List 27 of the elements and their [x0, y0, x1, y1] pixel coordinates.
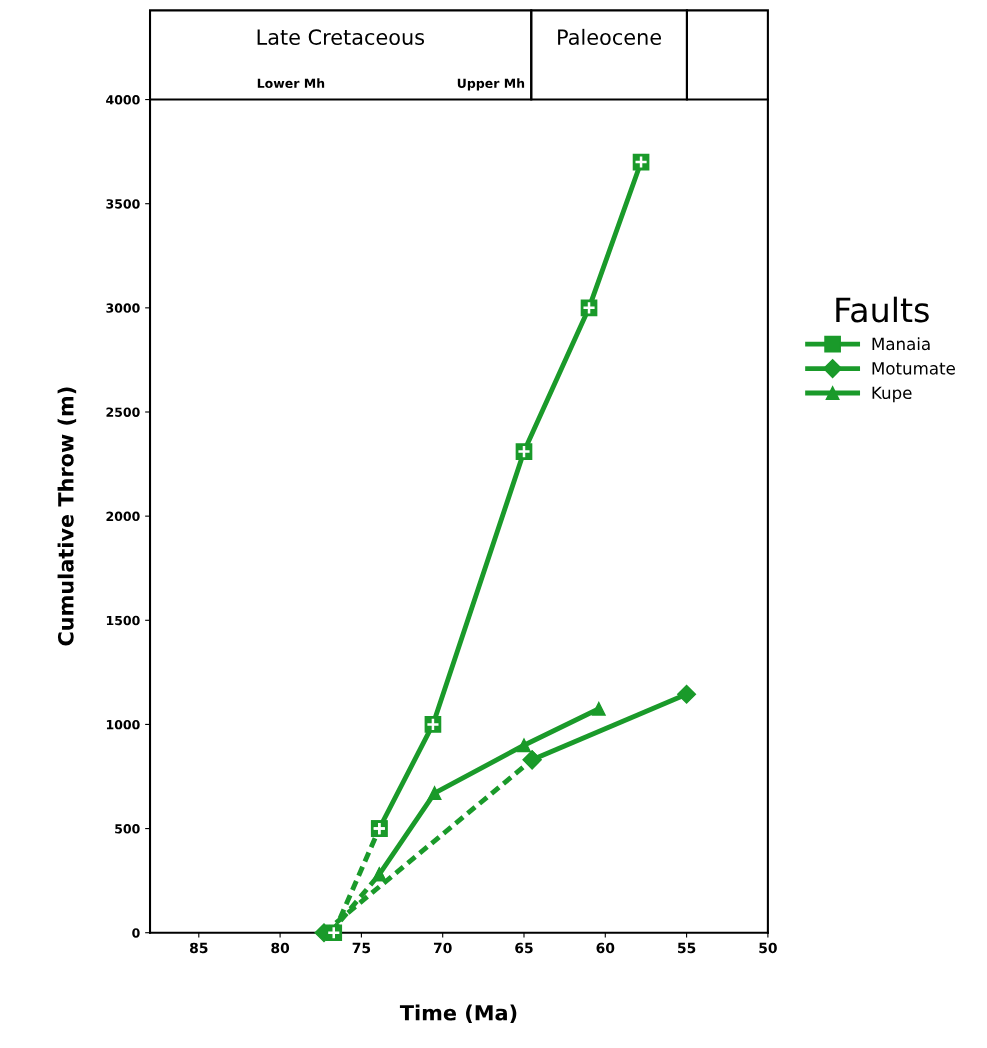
y-tick-label: 0: [132, 928, 140, 938]
legend-label: Motumate: [872, 362, 955, 375]
y-tick-label: 2500: [106, 407, 140, 417]
y-axis-title: Cumulative Throw (m): [57, 387, 77, 646]
x-tick-label: 60: [596, 942, 615, 954]
y-tick-label: 1000: [106, 719, 140, 730]
y-tick-label: 2000: [106, 511, 140, 522]
text: Upper Mh: [457, 78, 525, 91]
y-tick-label: 3500: [106, 199, 140, 209]
legend-title: Faults: [836, 296, 929, 323]
x-tick-label: 85: [189, 942, 208, 954]
y-tick-label: 1500: [106, 615, 140, 626]
x-tick-label: 55: [678, 942, 696, 954]
x-axis-title: Time (Ma): [399, 1004, 517, 1024]
x-tick-label: 50: [759, 942, 777, 954]
y-tick-label: 500: [115, 824, 140, 834]
x-tick-label: 65: [515, 942, 533, 954]
text: Late Cretaceous: [257, 29, 425, 45]
x-tick-label: 80: [271, 942, 290, 954]
text: Paleocene: [558, 28, 661, 45]
x-tick-label: 70: [433, 942, 452, 954]
legend-label: Kupe: [872, 386, 912, 403]
y-tick-label: 3000: [106, 303, 140, 313]
legend-label: Manaia: [872, 337, 930, 351]
text: Lower Mh: [257, 78, 325, 89]
x-tick-label: 75: [352, 942, 371, 954]
y-tick-label: 4000: [106, 95, 140, 105]
